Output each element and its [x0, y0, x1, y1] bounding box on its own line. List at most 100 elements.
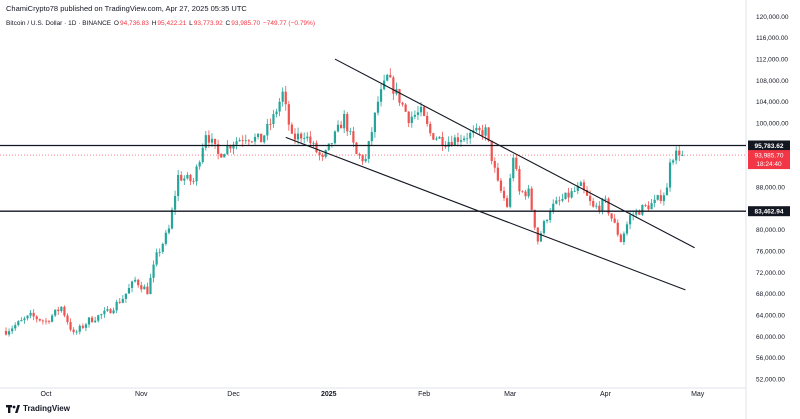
symbol-ohlc-line: Bitcoin / U.S. Dollar · 1D · BINANCE O94… [6, 20, 316, 27]
y-tick-label: 88,000.00 [756, 185, 785, 192]
candle-body [518, 169, 521, 192]
candle-body [521, 191, 524, 193]
high-value: 95,422.21 [157, 20, 187, 27]
candle-body [321, 154, 324, 157]
candle-body [260, 133, 263, 143]
candle-body [183, 178, 186, 181]
change-value: −749.77 (−0.79%) [262, 20, 315, 27]
candle-body [121, 298, 124, 303]
candle-body [475, 127, 478, 131]
candle-body [23, 318, 26, 321]
candle-body [47, 320, 51, 322]
candle-body [118, 301, 121, 303]
candle-body [94, 320, 97, 323]
candle-body [376, 101, 380, 113]
symbol-title: Bitcoin / U.S. Dollar · 1D · BINANCE [6, 20, 112, 27]
candle-body [367, 141, 370, 159]
candle-body [173, 196, 177, 210]
candle-body [167, 228, 171, 233]
candle-body [352, 131, 355, 143]
candle-body [349, 131, 352, 132]
candle-body [552, 203, 555, 212]
x-tick-label: Dec [227, 391, 240, 398]
candle-body [269, 123, 272, 125]
candle-body [152, 264, 155, 278]
candle-body [678, 150, 681, 156]
candle-body [293, 133, 297, 140]
candle-body [628, 215, 632, 225]
candle-body [422, 106, 426, 116]
candle-body [509, 178, 512, 207]
candle-body [226, 145, 229, 155]
candle-body [164, 232, 167, 244]
candle-body [134, 279, 137, 282]
candle-body [539, 233, 543, 242]
candle-body [75, 331, 78, 333]
trend-line [334, 58, 695, 249]
candle-body [579, 182, 582, 186]
tradingview-brand: TradingView [23, 404, 70, 413]
candle-body [241, 140, 244, 141]
candle-body [177, 174, 180, 197]
candle-body [213, 138, 217, 145]
candle-body [324, 150, 327, 157]
candle-body [84, 324, 88, 328]
candle-body [401, 102, 404, 105]
candle-body [484, 127, 487, 136]
candle-body [223, 154, 226, 158]
candle-body [343, 114, 346, 129]
candle-body [315, 142, 318, 153]
candle-body [398, 89, 401, 103]
candle-body [490, 140, 493, 162]
candle-body [527, 188, 530, 197]
candle-body [81, 325, 84, 328]
candle-body [281, 91, 284, 102]
axis-layer: 52,000.00 56,000.00 60,000.00 64,000.00 68,0… [41, 14, 790, 398]
candle-body [438, 136, 441, 139]
candle-body [26, 315, 29, 319]
candle-body [106, 309, 109, 311]
candle-body [69, 322, 72, 330]
candle-body [592, 200, 595, 207]
candle-body [512, 157, 515, 179]
candle-body [155, 252, 158, 265]
candle-body [238, 140, 241, 142]
candle-body [447, 141, 450, 147]
candle-body [502, 190, 506, 199]
candle-body [604, 198, 607, 200]
candle-body [450, 141, 453, 146]
candle-body [681, 155, 684, 156]
candle-body [610, 213, 613, 219]
candle-body [220, 153, 223, 158]
y-tick-label: 68,000.00 [756, 291, 785, 298]
candle-body [441, 136, 444, 146]
candle-body [201, 147, 204, 163]
candle-body [505, 198, 509, 207]
candle-body [358, 153, 361, 156]
candle-body [161, 243, 164, 252]
candle-body [576, 185, 579, 191]
x-tick-label: Oct [41, 391, 52, 398]
candle-body [115, 301, 118, 311]
candle-body [466, 138, 469, 140]
candle-body [453, 137, 456, 146]
candle-body [619, 234, 622, 242]
candle-body [370, 132, 373, 142]
candle-body [143, 286, 146, 290]
publish-caption: ChamiCrypto78 published on TradingView.c… [6, 4, 247, 13]
candle-body [296, 133, 300, 140]
candle-body [549, 211, 552, 220]
candle-body [4, 330, 8, 335]
y-tick-label: 72,000.00 [756, 270, 785, 277]
candle-body [330, 143, 333, 145]
candle-body [638, 210, 641, 215]
candle-body [346, 114, 349, 132]
y-tick-label: 60,000.00 [756, 334, 785, 341]
candle-body [256, 133, 260, 137]
x-tick-label: 2025 [321, 391, 337, 398]
candle-body [635, 210, 638, 215]
candle-body [339, 124, 343, 129]
candle-body [659, 195, 662, 202]
candle-body [78, 325, 81, 332]
